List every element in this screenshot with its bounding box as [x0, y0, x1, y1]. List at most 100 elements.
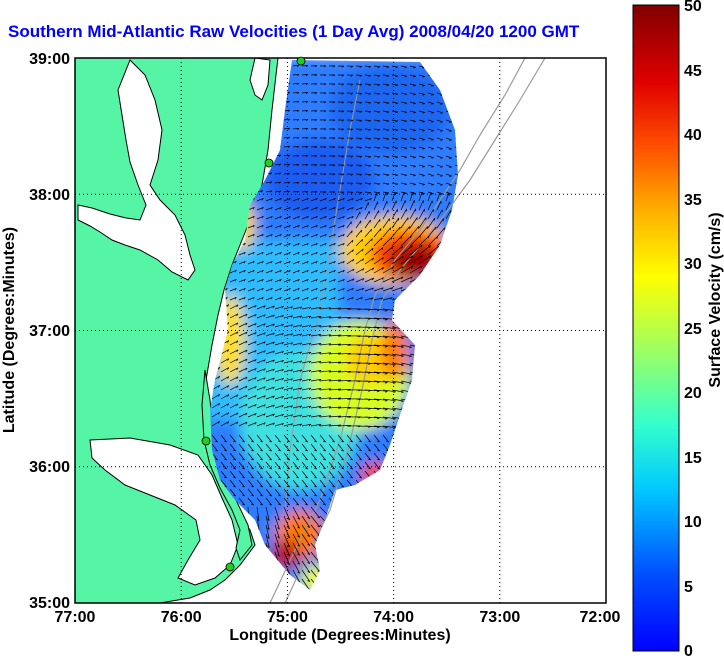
velocity-arrow — [382, 155, 389, 158]
velocity-arrow — [274, 197, 282, 202]
velocity-arrow-head — [324, 288, 327, 291]
velocity-arrow — [427, 182, 434, 186]
velocity-arrow-head — [395, 66, 398, 69]
velocity-arrow — [337, 443, 344, 452]
velocity-arrow — [301, 470, 308, 479]
velocity-arrow — [346, 268, 355, 274]
velocity-arrow-head — [404, 75, 407, 78]
velocity-arrow — [274, 341, 284, 346]
velocity-arrow — [238, 358, 248, 364]
velocity-arrow — [364, 389, 380, 392]
velocity-arrow-head — [341, 119, 345, 122]
velocity-arrow-head — [296, 74, 300, 76]
velocity-arrow — [409, 110, 416, 113]
velocity-arrow — [310, 343, 322, 346]
velocity-arrow — [292, 434, 299, 443]
velocity-arrow-head — [422, 157, 425, 159]
velocity-arrow-head — [243, 243, 246, 246]
velocity-arrow — [247, 497, 254, 506]
velocity-arrow-head — [299, 333, 303, 336]
velocity-arrow-head — [332, 74, 336, 77]
velocity-arrow-head — [227, 609, 228, 611]
velocity-arrow-head — [287, 109, 291, 112]
velocity-arrow-head — [377, 372, 380, 375]
velocity-arrow-head — [281, 405, 284, 408]
velocity-arrow-head — [305, 65, 309, 68]
velocity-arrow — [247, 404, 257, 409]
velocity-arrow — [256, 515, 260, 530]
velocity-arrow-head — [342, 207, 345, 210]
velocity-arrow-head — [395, 120, 398, 123]
velocity-arrow-head — [377, 120, 381, 123]
velocity-arrow — [364, 137, 372, 139]
velocity-arrow — [247, 386, 257, 391]
velocity-arrow — [265, 341, 275, 346]
velocity-arrow-head — [261, 252, 264, 255]
velocity-arrow — [274, 488, 281, 497]
velocity-arrow — [337, 197, 345, 202]
velocity-arrow — [292, 233, 300, 238]
velocity-arrow — [274, 269, 282, 274]
velocity-arrow — [265, 251, 273, 256]
velocity-arrow-head — [404, 102, 407, 105]
velocity-arrow — [445, 182, 452, 186]
velocity-arrow — [328, 233, 336, 238]
velocity-arrow-head — [236, 367, 239, 371]
velocity-arrow — [256, 506, 260, 521]
velocity-arrow — [319, 307, 331, 310]
velocity-arrow — [445, 164, 452, 168]
velocity-arrow — [328, 296, 336, 301]
velocity-arrow-head — [323, 164, 327, 167]
velocity-arrow-head — [395, 174, 398, 177]
velocity-arrow-head — [411, 266, 414, 269]
velocity-arrow — [436, 146, 443, 150]
velocity-arrow-head — [341, 65, 345, 68]
velocity-arrow — [400, 265, 413, 274]
velocity-arrow — [292, 414, 302, 418]
velocity-arrow-head — [386, 165, 390, 168]
velocity-arrow-head — [258, 609, 260, 611]
y-tick-label: 37:00 — [29, 323, 70, 340]
velocity-arrow-head — [393, 364, 396, 366]
grid-lines — [75, 58, 606, 603]
velocity-arrow — [337, 224, 345, 229]
velocity-arrow — [409, 74, 416, 77]
velocity-arrow — [283, 396, 293, 400]
velocity-arrow — [247, 443, 254, 452]
velocity-arrow — [373, 407, 388, 410]
velocity-arrow — [256, 323, 266, 328]
velocity-arrow — [382, 137, 389, 140]
velocity-arrow — [364, 228, 372, 238]
x-tick-label: 76:00 — [161, 609, 202, 626]
velocity-arrow-head — [242, 503, 245, 506]
velocity-arrow — [373, 461, 380, 470]
velocity-arrow — [319, 406, 331, 409]
velocity-arrow-head — [368, 467, 371, 470]
velocity-arrow — [319, 452, 326, 461]
velocity-arrow-head — [290, 315, 293, 318]
velocity-arrow — [328, 325, 341, 328]
velocity-arrow-head — [290, 351, 293, 354]
velocity-arrow — [337, 308, 351, 310]
velocity-arrow — [229, 385, 239, 391]
velocity-arrow — [373, 277, 384, 283]
velocity-arrow — [328, 269, 336, 274]
velocity-arrow-head — [218, 421, 221, 424]
bathymetry-contour-2 — [284, 58, 546, 603]
velocity-arrow — [391, 74, 398, 77]
velocity-arrow — [445, 119, 452, 123]
velocity-arrow-head — [359, 120, 363, 122]
velocity-arrow-head — [401, 400, 404, 403]
velocity-arrow-head — [290, 378, 293, 381]
velocity-arrow — [265, 323, 275, 328]
velocity-arrow-head — [314, 101, 318, 104]
velocity-arrow-head — [393, 391, 396, 393]
velocity-arrow-head — [386, 129, 390, 132]
velocity-arrow-head — [350, 164, 354, 167]
velocity-arrow-head — [323, 182, 327, 185]
velocity-arrow-head — [297, 225, 300, 228]
velocity-arrow — [292, 461, 299, 470]
velocity-arrow — [292, 269, 300, 274]
velocity-arrow-head — [393, 355, 396, 357]
velocity-arrow-head — [332, 485, 335, 488]
